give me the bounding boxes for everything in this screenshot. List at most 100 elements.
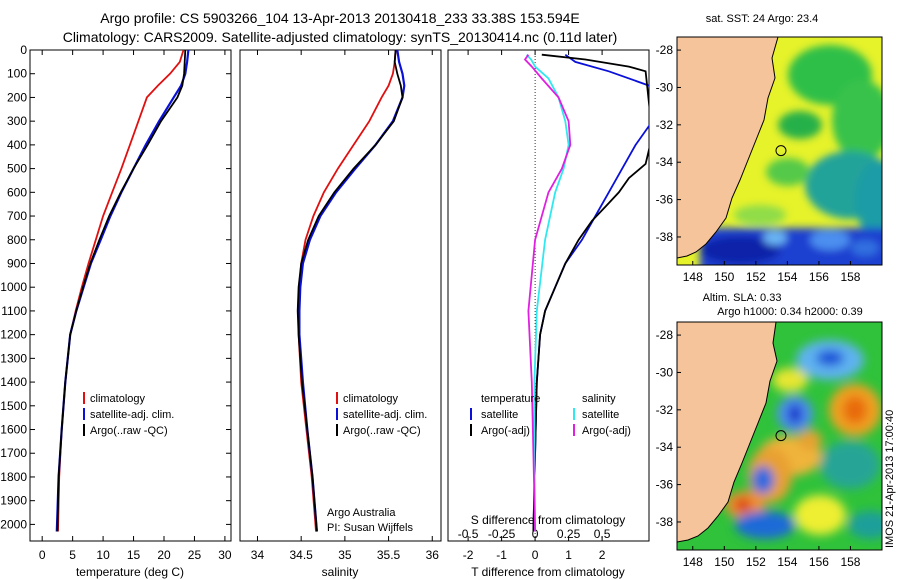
lat-tick-label: -38 xyxy=(656,230,674,244)
x-tick-label: 15 xyxy=(127,548,141,562)
x-tick-label: 30 xyxy=(218,548,232,562)
legend-label-argo: Argo(..raw -QC) xyxy=(90,425,168,437)
y-tick-label: 300 xyxy=(7,114,27,128)
temperature-axis-label: temperature (deg C) xyxy=(76,565,184,579)
y-tick-label: 900 xyxy=(7,256,27,270)
sst-map-lat-ticks: -28 -30 -32 -34 -36 -38 xyxy=(656,43,681,244)
y-tick-label: 1300 xyxy=(0,351,27,365)
x-tick-label: 25 xyxy=(188,548,202,562)
sst-map-lon-ticks: 148 150 152 154 156 158 xyxy=(683,261,861,284)
legend-label-t-satellite: satellite xyxy=(481,409,518,421)
temperature-legend: climatology satellite-adj. clim. Argo(..… xyxy=(83,392,174,437)
lat-tick-label: -32 xyxy=(656,403,674,417)
lat-tick-label: -38 xyxy=(656,515,674,529)
lon-tick-label: 150 xyxy=(714,555,734,569)
x-tick-label: 34 xyxy=(251,548,265,562)
lon-tick-label: 152 xyxy=(746,555,766,569)
y-tick-label: 1500 xyxy=(0,399,27,413)
lon-tick-label: 158 xyxy=(840,555,860,569)
lat-tick-label: -30 xyxy=(656,80,674,94)
legend-label-satellite: satellite-adj. clim. xyxy=(343,409,427,421)
sla-map-frame xyxy=(676,321,883,551)
series-line-argo-raw-qc xyxy=(296,50,404,532)
sla-map-lon-ticks: 148 150 152 154 156 158 xyxy=(683,546,861,569)
y-tick-label: 1000 xyxy=(0,280,27,294)
x-tick-label: 36 xyxy=(426,548,440,562)
x-tick-label: 35 xyxy=(338,548,352,562)
y-tick-label: 400 xyxy=(7,138,27,152)
sst-map-panel: sat. SST: 24 Argo: 23.4 148 150 15 xyxy=(656,13,883,284)
lon-tick-label: 152 xyxy=(746,270,766,284)
x-tick-label: 0 xyxy=(39,548,46,562)
y-tick-label: 1700 xyxy=(0,446,27,460)
y-tick-label: 1100 xyxy=(1,304,27,318)
y-tick-label: 1600 xyxy=(0,423,27,437)
sst-map-field xyxy=(677,37,882,265)
x-tick-label: 0 xyxy=(532,548,539,562)
lon-tick-label: 154 xyxy=(777,555,797,569)
lat-tick-label: -28 xyxy=(656,43,674,57)
s-tick-label: -0.5 xyxy=(458,527,479,541)
lat-tick-label: -28 xyxy=(656,328,674,342)
difference-axes-frame xyxy=(447,49,650,542)
series-line-salinity-argo-adj xyxy=(523,54,572,532)
salinity-difference-tick-labels: -0.5 -0.25 0 0.25 0.5 xyxy=(458,527,611,541)
profile-location-marker xyxy=(775,430,787,442)
y-tick-label: 1900 xyxy=(0,494,27,508)
salinity-panel: 34 34.5 35 35.5 36 salinity climatology sate… xyxy=(239,49,442,579)
lon-tick-label: 154 xyxy=(777,270,797,284)
y-tick-label: 600 xyxy=(7,185,27,199)
salinity-axes-frame xyxy=(239,49,442,542)
pi-annotation: PI: Susan Wijffels xyxy=(327,522,413,534)
institution-annotation: Argo Australia xyxy=(327,507,396,519)
legend-heading-temperature: temperature xyxy=(481,393,540,405)
lon-tick-label: 156 xyxy=(809,270,829,284)
y-tick-label: 100 xyxy=(7,67,27,81)
y-tick-label: 1800 xyxy=(0,470,27,484)
profile-location-marker xyxy=(775,145,787,157)
y-tick-label: 700 xyxy=(7,209,27,223)
lon-tick-label: 158 xyxy=(840,270,860,284)
x-tick-label: 1 xyxy=(565,548,572,562)
y-tick-label: 2000 xyxy=(0,517,27,531)
s-tick-label: 0.5 xyxy=(594,527,611,541)
legend-heading-salinity: salinity xyxy=(582,393,616,405)
x-tick-label: -1 xyxy=(496,548,507,562)
y-tick-label: 200 xyxy=(7,90,27,104)
salinity-legend: climatology satellite-adj. clim. Argo(..… xyxy=(336,392,427,437)
sla-map-title-line1: Altim. SLA: 0.33 xyxy=(703,292,782,304)
x-tick-label: 20 xyxy=(157,548,171,562)
series-line-temperature-argo-adj xyxy=(532,53,649,532)
y-tick-label: 1200 xyxy=(0,328,27,342)
legend-label-s-argo: Argo(-adj) xyxy=(582,425,631,437)
lon-tick-label: 150 xyxy=(714,270,734,284)
legend-label-argo: Argo(..raw -QC) xyxy=(343,425,421,437)
t-difference-axis-label: T difference from climatology xyxy=(471,565,625,579)
s-tick-label: 0 xyxy=(532,527,539,541)
salinity-axis-label: salinity xyxy=(322,565,359,579)
legend-label-satellite: satellite-adj. clim. xyxy=(90,409,174,421)
y-tick-label: 0 xyxy=(20,43,27,57)
temperature-series xyxy=(55,50,190,532)
s-tick-label: -0.25 xyxy=(488,527,516,541)
salinity-tick-labels: 34 34.5 35 35.5 36 xyxy=(251,50,439,562)
salinity-series xyxy=(296,50,406,532)
difference-series xyxy=(523,53,649,532)
x-tick-label: 5 xyxy=(69,548,76,562)
difference-panel: -2 -1 0 1 2 -0.5 -0.25 0 0.25 0.5 T difference f… xyxy=(447,49,650,579)
legend-label-s-satellite: satellite xyxy=(582,409,619,421)
lon-tick-label: 148 xyxy=(683,555,703,569)
x-tick-label: 34.5 xyxy=(289,548,313,562)
x-tick-label: -2 xyxy=(463,548,474,562)
sst-map-title: sat. SST: 24 Argo: 23.4 xyxy=(706,13,819,25)
imos-timestamp: IMOS 21-Apr-2013 17:00:40 xyxy=(884,410,896,548)
x-tick-label: 2 xyxy=(599,548,606,562)
lat-tick-label: -36 xyxy=(656,193,674,207)
temperature-axes-frame xyxy=(29,49,232,542)
difference-tick-labels: -2 -1 0 1 2 xyxy=(463,50,606,562)
figure-title-line2: Climatology: CARS2009. Satellite-adjuste… xyxy=(63,29,618,45)
s-tick-label: 0.25 xyxy=(557,527,581,541)
lat-tick-label: -36 xyxy=(656,478,674,492)
sla-map-lat-ticks: -28 -30 -32 -34 -36 -38 xyxy=(656,328,681,529)
